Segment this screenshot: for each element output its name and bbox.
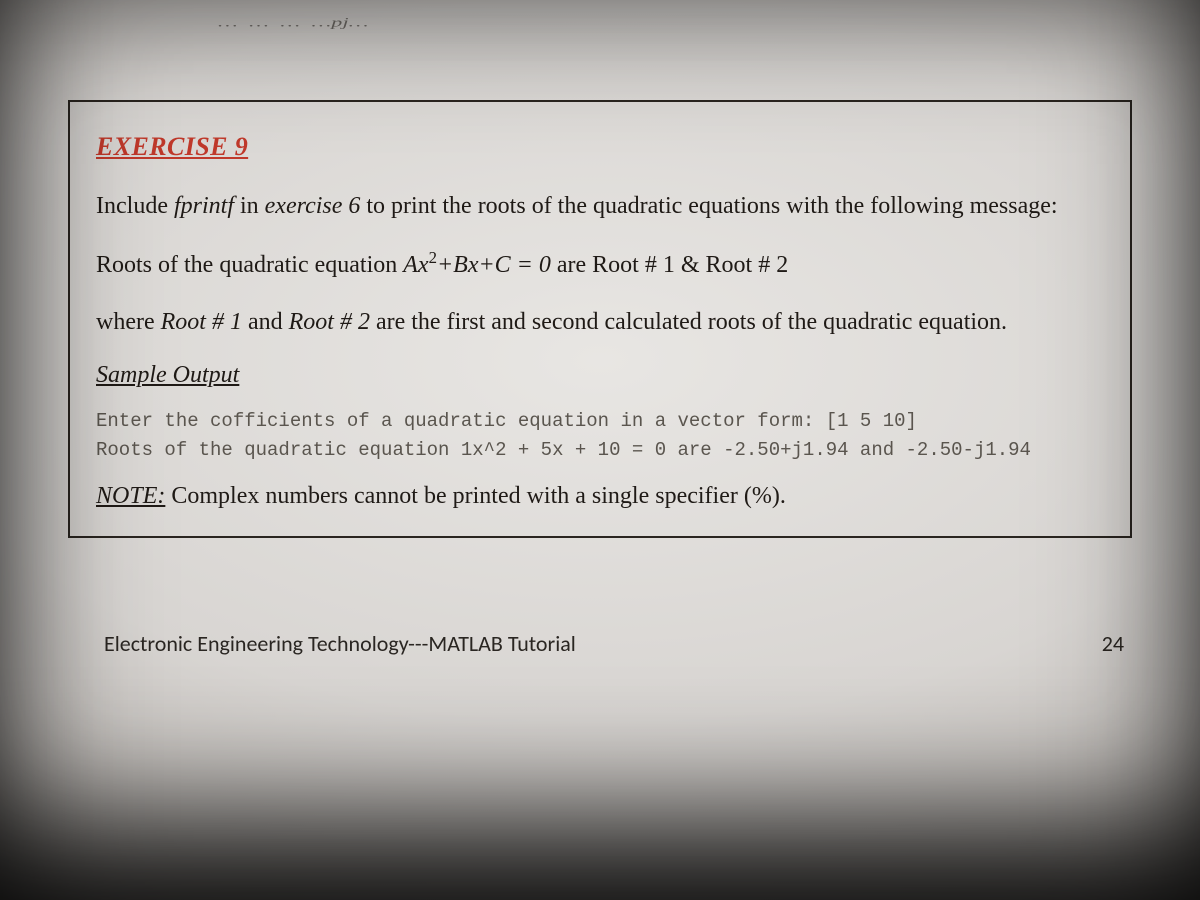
cropped-header-fragment: … … … …pj… (218, 16, 369, 30)
document-page: … … … …pj… EXERCISE 9 Include fprintf in… (28, 40, 1172, 687)
format-pre: Roots of the quadratic equation (96, 252, 403, 278)
equation: Ax2+Bx+C = 0 (403, 252, 551, 278)
eqn-rest: +Bx+C = 0 (437, 252, 551, 278)
format-message-line: Roots of the quadratic equation Ax2+Bx+C… (96, 245, 1104, 284)
intro-text-pre: Include (96, 193, 174, 219)
where-paragraph: where Root # 1 and Root # 2 are the firs… (96, 304, 1104, 341)
format-post: are Root # 1 & Root # 2 (551, 252, 788, 278)
code-line-1: Enter the cofficients of a quadratic equ… (96, 410, 917, 432)
where-post: are the first and second calculated root… (370, 309, 1007, 335)
root2-label: Root # 2 (289, 309, 370, 335)
exercise-box: EXERCISE 9 Include fprintf in exercise 6… (68, 100, 1132, 538)
fprintf-keyword: fprintf (174, 193, 234, 219)
page-footer: Electronic Engineering Technology---MATL… (68, 630, 1132, 657)
where-and: and (242, 309, 289, 335)
eqn-ax: Ax (403, 252, 428, 278)
note-line: NOTE: Complex numbers cannot be printed … (96, 483, 1104, 510)
eqn-superscript: 2 (429, 248, 437, 267)
code-line-2: Roots of the quadratic equation 1x^2 + 5… (96, 439, 1031, 461)
page-number: 24 (1102, 630, 1124, 657)
note-body: Complex numbers cannot be printed with a… (165, 483, 786, 509)
exercise-title: EXERCISE 9 (96, 132, 1104, 162)
sample-output-heading: Sample Output (96, 362, 1104, 389)
intro-text-mid: in (234, 193, 265, 219)
sample-output-code: Enter the cofficients of a quadratic equ… (96, 407, 1104, 466)
footer-text: Electronic Engineering Technology---MATL… (104, 630, 576, 657)
intro-text-post: to print the roots of the quadratic equa… (360, 193, 1057, 219)
root1-label: Root # 1 (161, 309, 242, 335)
note-lead: NOTE: (96, 483, 165, 509)
exercise-ref: exercise 6 (265, 193, 361, 219)
intro-paragraph: Include fprintf in exercise 6 to print t… (96, 188, 1104, 225)
where-pre: where (96, 309, 161, 335)
